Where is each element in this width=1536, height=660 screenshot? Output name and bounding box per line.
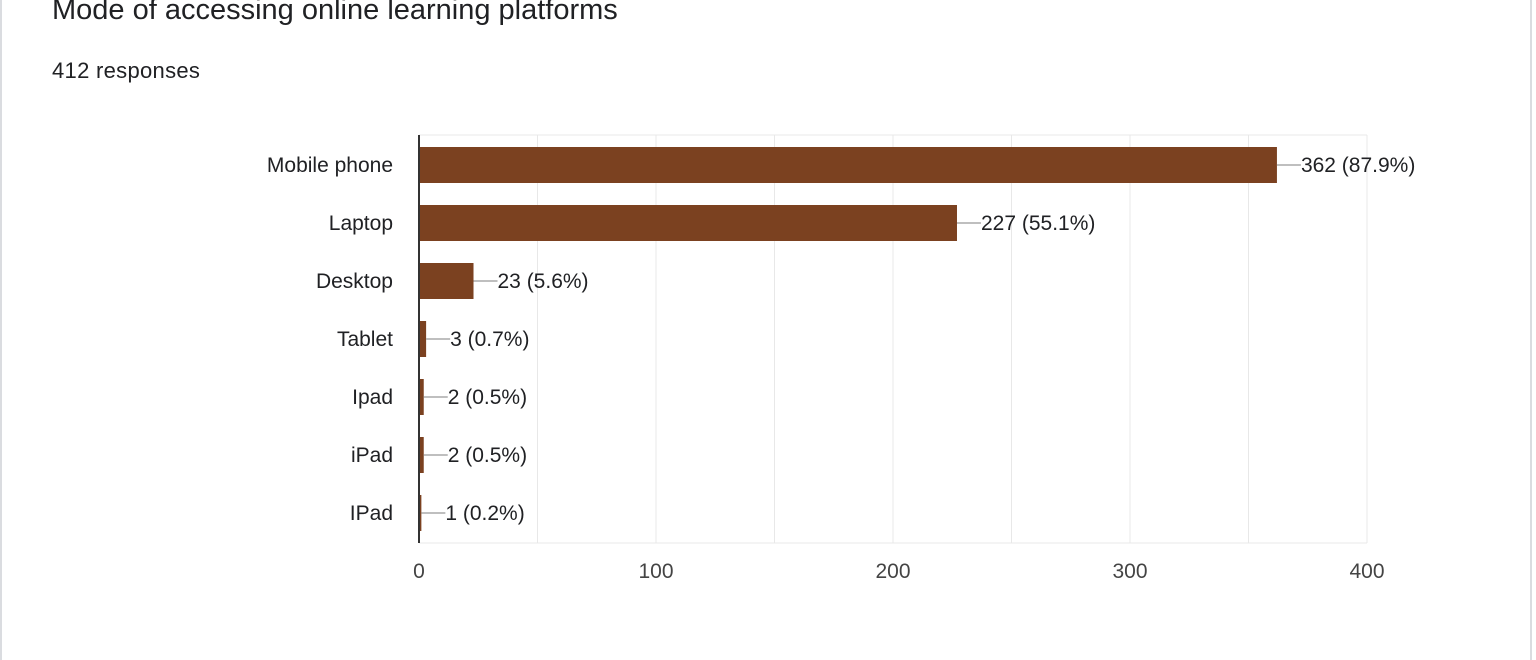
bar-2: [419, 205, 957, 241]
chart-title: Mode of accessing online learning platfo…: [52, 0, 618, 26]
x-tick-label: 400: [1349, 560, 1384, 583]
category-label: Ipad: [352, 386, 393, 409]
value-label: 362 (87.9%): [1301, 154, 1415, 177]
bar-3: [419, 263, 474, 299]
category-label: Desktop: [316, 270, 393, 293]
category-label: Mobile phone: [267, 154, 393, 177]
bar-5: [419, 379, 424, 415]
value-label: 2 (0.5%): [448, 386, 527, 409]
value-label: 227 (55.1%): [981, 212, 1095, 235]
x-tick-label: 300: [1112, 560, 1147, 583]
value-label: 23 (5.6%): [498, 270, 589, 293]
x-tick-label: 100: [638, 560, 673, 583]
category-label: Laptop: [329, 212, 393, 235]
x-tick-label: 0: [413, 560, 425, 583]
bar-7: [419, 495, 422, 531]
x-tick-label: 200: [875, 560, 910, 583]
value-label: 2 (0.5%): [448, 444, 527, 467]
bar-1: [419, 147, 1277, 183]
value-label: 1 (0.2%): [445, 502, 524, 525]
category-label: iPad: [351, 444, 393, 467]
category-label: Tablet: [337, 328, 393, 351]
bar-4: [419, 321, 427, 357]
response-count: 412 responses: [52, 58, 201, 83]
category-label: IPad: [350, 502, 393, 525]
bar-6: [419, 437, 424, 473]
value-label: 3 (0.7%): [450, 328, 529, 351]
bar-chart: Mobile phone 362 (87.9%) Laptop 227 (55.1%)…: [267, 134, 1415, 583]
